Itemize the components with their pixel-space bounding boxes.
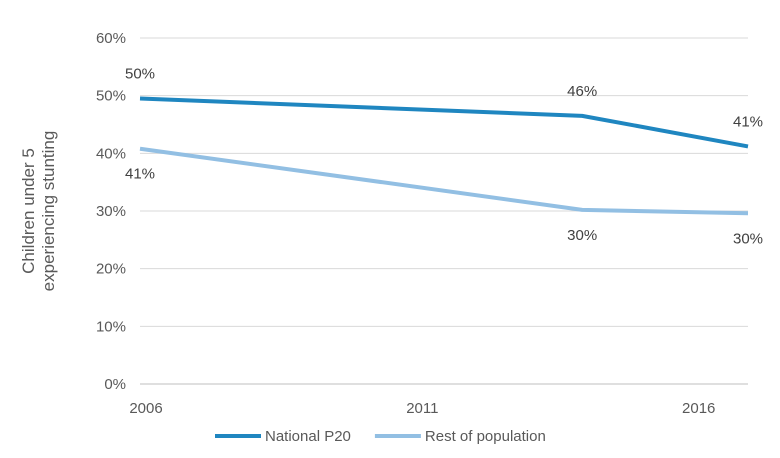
data-labels: 50% 46% 41% 41% 30% 30% — [125, 66, 763, 248]
x-axis-ticks: 2006 2011 2016 — [129, 400, 715, 417]
data-label: 41% — [733, 113, 763, 130]
y-tick-label: 0% — [104, 376, 126, 393]
data-label: 30% — [733, 230, 763, 247]
data-label: 46% — [567, 83, 597, 100]
y-tick-label: 40% — [96, 145, 126, 162]
legend-label: National P20 — [265, 428, 351, 445]
y-tick-label: 10% — [96, 318, 126, 335]
y-axis-label-line: experiencing stunting — [39, 131, 58, 292]
y-tick-label: 30% — [96, 203, 126, 220]
y-tick-label: 50% — [96, 88, 126, 105]
y-tick-label: 20% — [96, 261, 126, 278]
x-tick-label: 2011 — [406, 400, 438, 417]
series-lines — [139, 96, 749, 216]
data-label: 50% — [125, 66, 155, 83]
legend-label: Rest of population — [425, 428, 546, 445]
legend: National P20 Rest of population — [215, 428, 546, 445]
x-tick-label: 2016 — [682, 400, 715, 417]
x-tick-label: 2006 — [129, 400, 162, 417]
y-axis-label-line: Children under 5 — [19, 148, 38, 274]
data-label: 30% — [567, 227, 597, 244]
series-line — [139, 96, 749, 149]
y-axis-label: Children under 5experiencing stunting — [19, 131, 58, 292]
y-tick-label: 60% — [96, 30, 126, 47]
gridlines — [140, 37, 748, 327]
series-line — [139, 146, 749, 216]
data-label: 41% — [125, 166, 155, 183]
y-axis-ticks: 0% 10% 20% 30% 40% 50% 60% — [96, 30, 126, 393]
